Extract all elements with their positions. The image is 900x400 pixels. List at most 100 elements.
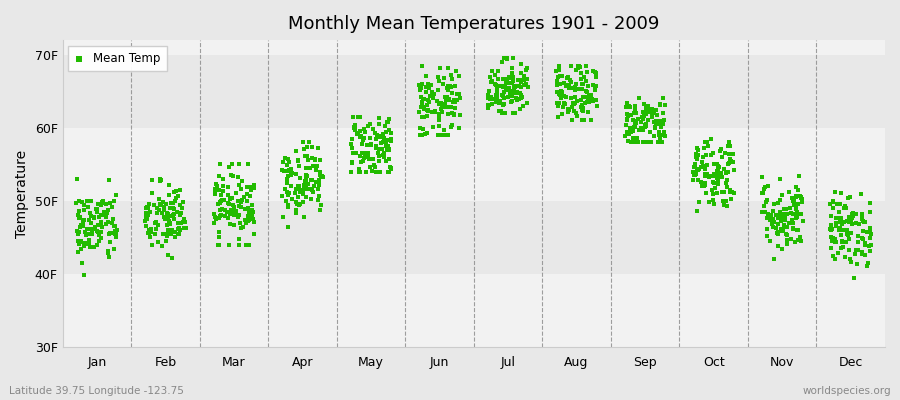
Mean Temp [361,123,375,130]
Mean Temp [289,185,303,192]
Mean Temp [579,100,593,106]
Mean Temp [73,223,87,230]
Mean Temp [862,248,877,254]
Mean Temp [586,98,600,104]
Mean Temp [438,94,453,100]
Mean Temp [789,193,804,199]
Mean Temp [140,212,155,218]
Mean Temp [481,92,495,99]
Mean Temp [582,97,597,104]
Mean Temp [424,82,438,88]
Mean Temp [377,135,392,142]
Mean Temp [437,103,452,110]
Mean Temp [447,96,462,103]
Mean Temp [488,81,502,87]
Mean Temp [147,202,161,208]
Mean Temp [793,233,807,240]
Mean Temp [178,225,193,231]
Mean Temp [484,78,499,85]
Mean Temp [828,188,842,195]
Mean Temp [825,225,840,232]
Mean Temp [500,56,515,62]
Mean Temp [647,110,662,116]
Mean Temp [156,231,170,237]
Mean Temp [420,107,435,114]
Mean Temp [760,226,775,233]
Mean Temp [279,162,293,168]
Mean Temp [374,168,388,175]
Mean Temp [292,182,307,189]
Mean Temp [139,212,153,218]
Mean Temp [98,212,112,218]
Mean Temp [491,76,505,82]
Mean Temp [163,220,177,226]
Mean Temp [222,164,237,170]
Mean Temp [581,83,596,90]
Mean Temp [413,132,428,138]
Mean Temp [855,216,869,222]
Mean Temp [563,62,578,69]
Mean Temp [643,109,657,115]
Mean Temp [829,220,843,227]
Mean Temp [778,215,792,222]
Mean Temp [492,100,507,106]
Mean Temp [781,189,796,195]
Mean Temp [440,103,454,110]
Mean Temp [353,152,367,159]
Mean Temp [109,192,123,198]
Mean Temp [164,213,178,220]
Mean Temp [94,199,109,206]
Mean Temp [235,178,249,184]
Mean Temp [835,221,850,228]
Mean Temp [438,95,453,102]
Mean Temp [240,205,255,211]
Mean Temp [354,133,368,139]
Mean Temp [858,219,872,226]
Mean Temp [356,136,370,143]
Mean Temp [710,189,724,196]
Mean Temp [849,247,863,253]
Mean Temp [644,112,659,119]
Mean Temp [366,162,381,169]
Mean Temp [502,75,517,82]
Mean Temp [656,94,670,101]
Mean Temp [712,164,726,170]
Mean Temp [794,195,808,201]
Mean Temp [224,172,238,178]
Mean Temp [285,170,300,176]
Mean Temp [102,254,116,260]
Mean Temp [716,189,731,195]
Mean Temp [228,208,242,214]
Mean Temp [760,197,774,203]
Mean Temp [139,210,153,216]
Mean Temp [824,222,838,228]
Mean Temp [620,100,634,106]
Mean Temp [484,79,499,86]
Mean Temp [228,210,242,216]
Mean Temp [790,213,805,219]
Mean Temp [158,231,173,238]
Mean Temp [774,228,788,234]
Mean Temp [74,239,88,246]
Mean Temp [690,144,705,151]
Mean Temp [225,209,239,216]
Mean Temp [860,259,875,266]
Mean Temp [488,72,502,78]
Mean Temp [549,68,563,75]
Mean Temp [415,132,429,138]
Mean Temp [694,164,708,170]
Mean Temp [833,214,848,221]
Mean Temp [429,98,444,104]
Mean Temp [94,221,108,228]
Mean Temp [507,85,521,92]
Mean Temp [221,201,236,207]
Mean Temp [552,62,566,69]
Mean Temp [620,110,634,117]
Mean Temp [757,203,771,209]
Mean Temp [97,209,112,216]
Mean Temp [585,96,599,102]
Mean Temp [790,209,805,215]
Mean Temp [786,210,800,217]
Mean Temp [166,205,181,212]
Mean Temp [243,192,257,199]
